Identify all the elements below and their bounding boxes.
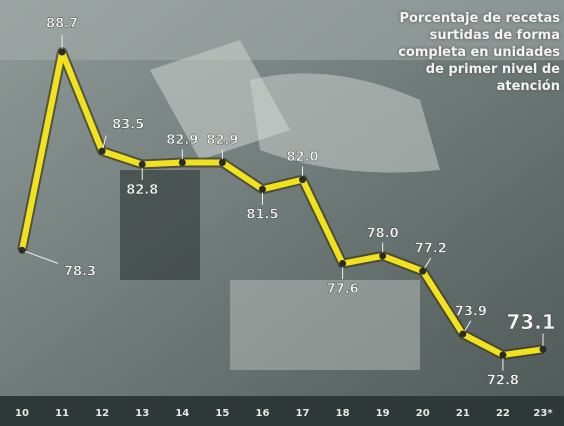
line	[19, 49, 544, 358]
value-label: 77.2	[415, 242, 447, 257]
point	[98, 147, 106, 155]
value-label: 88.7	[46, 17, 78, 32]
x-tick-label: 23*	[533, 408, 553, 419]
point	[459, 330, 467, 338]
bg-shape	[0, 0, 564, 60]
value-label: 73.9	[455, 305, 487, 320]
x-tick-label: 21	[456, 408, 470, 419]
point	[299, 176, 307, 184]
point	[419, 267, 427, 275]
point	[178, 159, 186, 167]
value-label: 73.1	[506, 310, 555, 334]
x-tick-label: 20	[416, 408, 430, 419]
point	[539, 345, 547, 353]
x-tick-label: 14	[175, 408, 189, 419]
value-label: 83.5	[112, 118, 144, 133]
x-tick-label: 11	[55, 408, 69, 419]
x-tick-label: 16	[256, 408, 270, 419]
value-label: 82.9	[166, 133, 198, 148]
point	[58, 48, 66, 56]
x-tick-label: 13	[135, 408, 149, 419]
x-tick-label: 12	[95, 408, 109, 419]
value-label: 82.0	[286, 150, 318, 165]
value-label: 82.9	[206, 133, 238, 148]
axis-band	[0, 396, 564, 426]
value-label: 72.8	[487, 374, 519, 389]
x-tick-label: 18	[336, 408, 350, 419]
point	[258, 185, 266, 193]
chart-title: Porcentaje de recetas surtidas de forma …	[398, 11, 560, 94]
point	[339, 260, 347, 268]
bg-shape	[230, 280, 420, 370]
value-label: 77.6	[327, 282, 359, 297]
bg-shape	[150, 40, 290, 160]
x-tick-label: 22	[496, 408, 510, 419]
x-tick-label: 15	[215, 408, 229, 419]
value-label: 78.3	[64, 265, 96, 280]
value-label: 82.8	[126, 183, 158, 198]
point	[138, 160, 146, 168]
point	[379, 252, 387, 260]
value-label: 81.5	[246, 208, 278, 223]
x-tick-label: 17	[296, 408, 310, 419]
bg-shape	[250, 73, 440, 173]
value-label: 78.0	[367, 226, 399, 241]
point	[499, 351, 507, 359]
x-tick-label: 10	[15, 408, 29, 419]
x-tick-label: 19	[376, 408, 390, 419]
leader	[21, 249, 59, 264]
point	[18, 246, 26, 254]
point	[218, 159, 226, 167]
bg-shape	[120, 170, 200, 280]
